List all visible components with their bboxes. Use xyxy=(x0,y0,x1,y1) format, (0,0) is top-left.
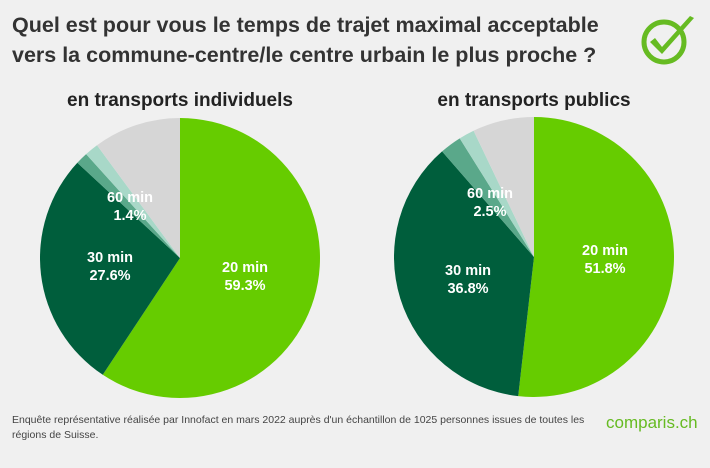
slice-label: 30 min xyxy=(87,250,133,266)
slice-label: 60 min xyxy=(107,190,153,206)
pie-slice xyxy=(473,117,534,257)
pie-slice xyxy=(459,130,534,257)
pie-title-individual: en transports individuels xyxy=(67,90,293,111)
pie-slice xyxy=(40,162,181,375)
comparis-logo: comparis.ch xyxy=(606,413,698,432)
slice-label: 20 min xyxy=(222,260,268,276)
slice-value-label: 27.6% xyxy=(89,268,130,284)
slice-label: 60 min xyxy=(467,186,513,202)
chart-title: Quel est pour vous le temps de trajet ma… xyxy=(12,13,599,67)
pie-slice xyxy=(394,151,534,397)
slice-value-label: 36.8% xyxy=(447,281,488,297)
pie-slice xyxy=(77,154,180,258)
slice-value-label: 1.4% xyxy=(113,208,146,224)
checkmark-circle-icon xyxy=(641,16,694,65)
pie-slice xyxy=(97,118,180,258)
pie-slice xyxy=(86,145,180,258)
slice-label: 20 min xyxy=(582,243,628,259)
slice-value-label: 51.8% xyxy=(584,261,625,277)
footnote: Enquête représentative réalisée par Inno… xyxy=(12,414,585,441)
slice-value-label: 2.5% xyxy=(473,204,506,220)
pie-slice xyxy=(102,118,320,398)
slice-value-label: 59.3% xyxy=(224,278,265,294)
pie-slice xyxy=(442,138,534,257)
pie-slice xyxy=(518,117,675,397)
slice-label: 30 min xyxy=(445,263,491,279)
pie-title-public: en transports publics xyxy=(437,90,631,111)
